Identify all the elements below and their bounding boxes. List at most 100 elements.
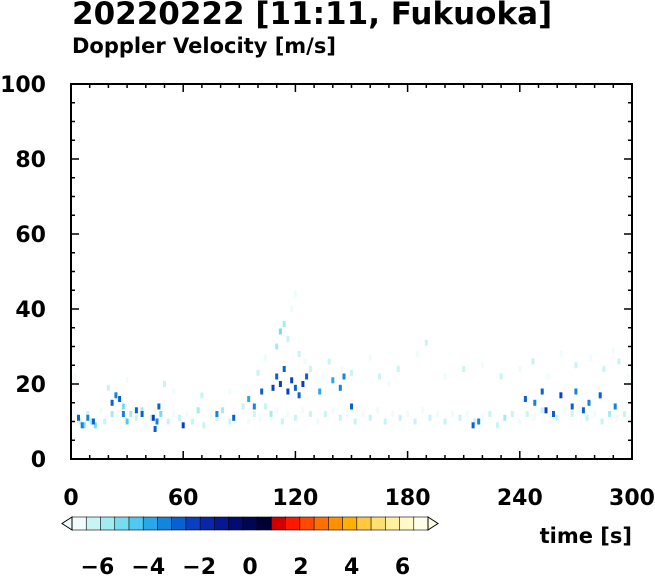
tick-layer [70, 83, 633, 460]
echo-cell [611, 347, 615, 354]
echo-cell [578, 407, 582, 414]
echo-cell [78, 418, 82, 425]
chart-subtitle: Doppler Velocity [m/s] [72, 34, 336, 58]
echo-cell [350, 369, 353, 376]
echo-cell [570, 411, 574, 417]
echo-cell [533, 399, 537, 406]
echo-cell [458, 414, 462, 421]
echo-cell [308, 366, 312, 372]
echo-cell [626, 373, 630, 380]
echo-cell [613, 403, 617, 410]
echo-cell [129, 411, 133, 417]
x-axis-label: time [s] [540, 524, 632, 548]
echo-cell [488, 411, 492, 417]
y-tick-label: 0 [31, 448, 46, 473]
echo-cell [361, 411, 365, 417]
echo-cell [499, 373, 503, 380]
echo-cell [600, 418, 604, 425]
colorbar-max-arrow [427, 516, 439, 531]
echo-layer [73, 291, 630, 432]
chart-title: 20220222 [11:11, Fukuoka] [72, 0, 553, 32]
y-tick-label: 100 [0, 73, 46, 98]
echo-cell [548, 411, 552, 417]
echo-cell [286, 388, 290, 395]
echo-cell [172, 388, 176, 395]
echo-cell [559, 392, 563, 399]
colorbar-swatch [128, 516, 144, 531]
colorbar-swatch [342, 516, 358, 531]
echo-cell [318, 388, 322, 395]
echo-cell [252, 411, 256, 417]
echo-cell [322, 373, 325, 380]
x-tick-label: 60 [168, 486, 199, 511]
echo-cell [473, 418, 477, 425]
echo-cell [428, 414, 432, 421]
echo-cell [202, 422, 206, 429]
echo-cell [598, 392, 602, 399]
echo-cell [256, 369, 260, 376]
echo-cell [191, 418, 195, 425]
echo-cell [110, 399, 114, 406]
echo-cell [383, 418, 387, 425]
echo-cell [378, 373, 382, 380]
echo-cell [144, 422, 148, 429]
y-tick-labels: 0 20 40 60 80 100 [0, 73, 46, 473]
echo-cell [118, 396, 122, 402]
colorbar-swatch [370, 516, 386, 531]
echo-cell [559, 351, 563, 357]
echo-cell [593, 411, 597, 417]
echo-cell [275, 373, 279, 380]
echo-cell [552, 411, 555, 417]
colorbar-swatch [114, 516, 130, 531]
echo-cell [436, 411, 439, 417]
echo-cell [338, 384, 342, 391]
echo-cell [387, 381, 391, 387]
echo-cell [465, 411, 469, 417]
echo-cell [563, 407, 567, 414]
echo-cell [424, 339, 428, 346]
echo-cell [581, 407, 585, 414]
echo-cell [282, 321, 286, 327]
echo-cell [125, 377, 129, 384]
colorbar-min-arrow [61, 516, 73, 531]
echo-cell [531, 358, 535, 365]
echo-cell [73, 373, 77, 380]
echo-cell [290, 306, 294, 312]
echo-cell [110, 411, 114, 417]
echo-cell [185, 411, 189, 417]
echo-cell [159, 411, 163, 417]
echo-cell [86, 411, 90, 417]
echo-cell [293, 384, 297, 391]
echo-cell [269, 411, 273, 417]
echo-cell [421, 407, 425, 414]
echo-cell [608, 411, 612, 417]
echo-cell [166, 418, 170, 425]
echo-cell [155, 418, 159, 425]
colorbar-swatch [399, 516, 415, 531]
echo-cell [518, 418, 522, 425]
echo-cell [275, 407, 279, 414]
echo-cell [293, 414, 297, 421]
echo-cell [149, 414, 153, 421]
echo-cell [368, 354, 372, 361]
echo-cell [99, 407, 103, 414]
echo-cell [353, 418, 357, 425]
y-tick-label: 20 [15, 373, 46, 398]
echo-cell [163, 381, 166, 387]
echo-cell [228, 418, 232, 425]
colorbar-swatch [185, 516, 201, 531]
echo-cell [172, 411, 176, 417]
echo-cell [271, 384, 275, 391]
echo-cell [376, 407, 380, 414]
echo-cell [342, 373, 346, 380]
echo-cell [323, 411, 327, 417]
echo-cell [525, 411, 529, 417]
echo-cell [308, 411, 312, 417]
colorbar-label: 6 [395, 555, 410, 577]
echo-cell [331, 407, 335, 414]
echo-cell [297, 351, 301, 357]
echo-cell [346, 411, 350, 417]
echo-cell [301, 407, 305, 414]
echo-cell [331, 377, 335, 384]
